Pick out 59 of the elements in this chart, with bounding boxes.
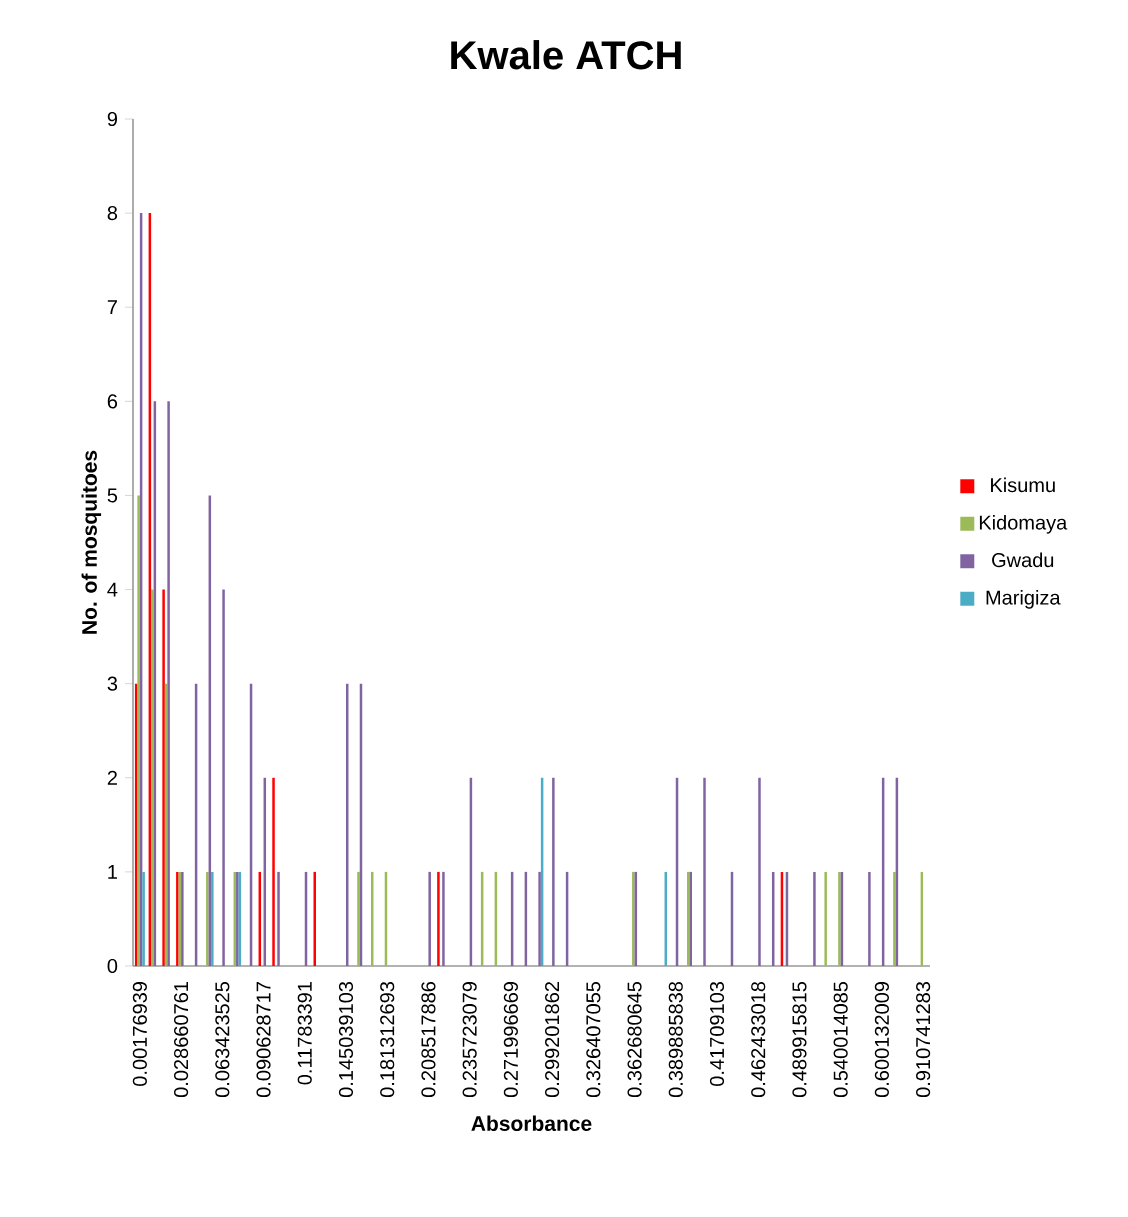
x-tick-label: 0.489915815	[792, 981, 807, 1098]
bar	[211, 871, 214, 966]
x-tick-label: 0.090628717	[256, 982, 271, 1098]
x-tick-label: 0.540014085	[833, 981, 848, 1098]
bar	[222, 589, 225, 966]
bar	[162, 589, 165, 966]
x-tick-label: 0.910741283	[916, 981, 931, 1098]
bar	[277, 871, 280, 966]
bar	[442, 871, 445, 966]
bar	[824, 871, 827, 966]
x-tick-label: 0.145039103	[338, 981, 354, 1098]
bar	[538, 871, 541, 966]
x-tick-label: 0.600132009	[874, 982, 889, 1098]
x-tick-label: 0.235723079	[462, 982, 477, 1098]
bar	[437, 871, 440, 966]
y-axis-title: No. of mosquitoes	[81, 450, 102, 634]
bar	[357, 871, 360, 966]
y-tick-label: 7	[107, 300, 117, 315]
y-tick-label: 5	[107, 488, 118, 503]
bar	[868, 871, 871, 966]
x-tick-label: 0.41709103	[709, 981, 725, 1086]
y-tick-label: 8	[107, 206, 118, 221]
x-tick-label: 0.028660761	[174, 982, 189, 1098]
x-tick-label: 0.00176939	[132, 982, 147, 1086]
bar	[137, 495, 140, 966]
y-tick-label: 4	[107, 582, 118, 597]
x-tick-label: 0.362680645	[627, 981, 642, 1098]
bar	[206, 871, 209, 966]
legend-label: Marigiza	[986, 589, 1061, 609]
y-tick-label: 0	[107, 958, 118, 974]
y-tick-label: 1	[108, 865, 117, 879]
bar	[552, 777, 555, 966]
y-tick-label: 2	[107, 770, 117, 785]
bar	[428, 871, 431, 966]
bar	[703, 777, 706, 966]
bar	[142, 871, 145, 966]
bar	[151, 589, 154, 966]
x-tick-label: 0.389885838	[668, 981, 683, 1098]
x-tick-label: 0.462433018	[751, 981, 766, 1098]
bar	[758, 777, 761, 966]
x-tick-label: 0.11783391	[297, 982, 312, 1085]
bar	[813, 871, 816, 966]
y-tick-label: 9	[107, 111, 117, 127]
y-tick-label: 6	[107, 394, 118, 409]
x-tick-label: 0.299201862	[545, 982, 560, 1098]
x-tick-label: 0.271996669	[503, 982, 518, 1098]
x-axis-title: Absorbance	[471, 1115, 592, 1132]
bar	[893, 871, 896, 966]
y-tick-label: 3	[107, 676, 118, 691]
x-tick-label: 0.208517886	[421, 981, 436, 1098]
legend-label: Kidomaya	[979, 515, 1068, 534]
x-tick-label: 0.063423525	[215, 981, 230, 1098]
bar	[167, 401, 170, 966]
bar	[272, 777, 275, 966]
x-tick-label: 0.326407055	[586, 981, 601, 1098]
legend-label: Kisumu	[991, 477, 1055, 493]
x-tick-label: 0.181312693	[380, 981, 395, 1098]
chart-title: Kwale ATCH	[451, 40, 681, 70]
legend-label: Gwadu	[992, 552, 1054, 568]
